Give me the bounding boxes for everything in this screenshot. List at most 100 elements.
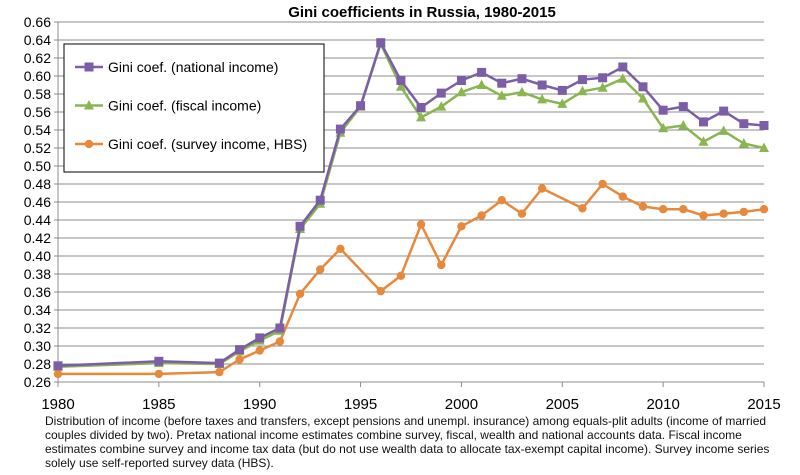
point-marker — [154, 356, 164, 366]
point-marker — [437, 260, 446, 270]
point-marker — [53, 369, 63, 379]
point-marker — [537, 93, 548, 104]
point-marker — [517, 74, 527, 84]
legend-label: Gini coef. (fiscal income) — [108, 98, 261, 114]
point-marker — [215, 367, 224, 377]
point-marker — [376, 38, 386, 48]
point-marker — [335, 124, 345, 134]
y-tick-label: 0.58 — [24, 86, 51, 102]
y-tick-label: 0.66 — [24, 14, 51, 30]
point-marker — [658, 105, 668, 115]
point-marker — [577, 85, 588, 96]
series-layer — [53, 38, 769, 379]
point-marker — [477, 211, 486, 220]
point-marker — [154, 369, 164, 379]
point-marker — [295, 221, 305, 231]
y-tick-label: 0.48 — [24, 176, 51, 192]
point-marker — [719, 209, 728, 218]
point-marker — [698, 136, 709, 146]
point-marker — [396, 76, 406, 85]
x-tick-label: 1985 — [142, 396, 175, 413]
legend-label: Gini coef. (national income) — [108, 59, 278, 75]
point-marker — [496, 90, 507, 100]
point-marker — [517, 209, 527, 218]
series-national-income — [53, 38, 769, 371]
point-marker — [578, 204, 587, 213]
point-marker — [416, 111, 427, 122]
point-marker — [557, 85, 567, 95]
point-marker — [699, 211, 708, 220]
point-marker — [436, 88, 446, 98]
y-tick-label: 0.64 — [24, 32, 51, 48]
x-tick-label: 1980 — [41, 396, 74, 413]
x-tick-label: 2015 — [747, 396, 780, 413]
point-marker — [436, 101, 447, 111]
point-marker — [719, 106, 729, 116]
point-marker — [376, 286, 385, 296]
point-marker — [739, 207, 749, 217]
point-marker — [235, 345, 245, 355]
y-tick-label: 0.38 — [24, 266, 51, 282]
chart-title: Gini coefficients in Russia, 1980-2015 — [288, 4, 556, 21]
point-marker — [637, 93, 648, 103]
point-marker — [456, 76, 466, 85]
point-marker — [638, 82, 648, 92]
y-tick-label: 0.60 — [24, 68, 51, 84]
point-marker — [395, 81, 406, 91]
point-marker — [679, 205, 688, 214]
point-marker — [476, 79, 487, 89]
point-marker — [759, 142, 769, 152]
y-tick-label: 0.36 — [24, 284, 51, 300]
y-tick-label: 0.34 — [24, 302, 51, 318]
y-tick-label: 0.62 — [24, 50, 51, 66]
point-marker — [416, 103, 426, 112]
y-tick-label: 0.28 — [24, 356, 51, 372]
y-tick-label: 0.42 — [24, 230, 51, 246]
point-marker — [295, 289, 305, 298]
y-tick-label: 0.52 — [24, 140, 51, 156]
y-tick-label: 0.40 — [24, 248, 51, 264]
legend-box — [63, 43, 325, 173]
axes: 0.26 0.28 0.30 0.32 0.34 0.36 0.38 0.40 0.42 0.44… — [24, 14, 781, 413]
point-marker — [315, 195, 325, 205]
point-marker — [84, 139, 94, 149]
point-marker — [759, 205, 769, 214]
y-tick-label: 0.44 — [24, 212, 51, 228]
point-marker — [739, 119, 749, 129]
point-marker — [84, 100, 94, 110]
y-tick-label: 0.50 — [24, 158, 51, 174]
point-marker — [618, 62, 628, 72]
point-marker — [516, 86, 527, 97]
point-marker — [598, 73, 608, 83]
x-tick-label: 1990 — [243, 396, 276, 413]
x-tick-label: 2000 — [445, 396, 478, 413]
point-marker — [658, 205, 668, 214]
point-marker — [477, 67, 487, 77]
x-tick-label: 1995 — [344, 396, 377, 413]
point-marker — [275, 323, 285, 333]
point-marker — [537, 184, 547, 193]
y-tick-label: 0.26 — [24, 374, 51, 390]
point-marker — [718, 125, 729, 135]
point-marker — [597, 82, 608, 92]
point-marker — [214, 358, 224, 368]
y-tick-label: 0.32 — [24, 320, 51, 336]
point-marker — [617, 73, 628, 83]
y-tick-label: 0.46 — [24, 194, 51, 210]
series-survey-income — [53, 179, 769, 379]
point-marker — [698, 117, 708, 127]
point-marker — [537, 80, 547, 90]
x-tick-label: 2005 — [546, 396, 579, 413]
chart-footnote: Distribution of income (before taxes and… — [45, 414, 770, 470]
point-marker — [255, 346, 264, 355]
point-marker — [497, 196, 506, 205]
point-marker — [255, 333, 265, 343]
y-tick-label: 0.54 — [24, 122, 51, 138]
point-marker — [678, 120, 689, 130]
point-marker — [235, 355, 244, 364]
point-marker — [557, 98, 568, 108]
point-marker — [738, 138, 749, 148]
point-marker — [759, 121, 769, 130]
y-tick-label: 0.30 — [24, 338, 51, 354]
